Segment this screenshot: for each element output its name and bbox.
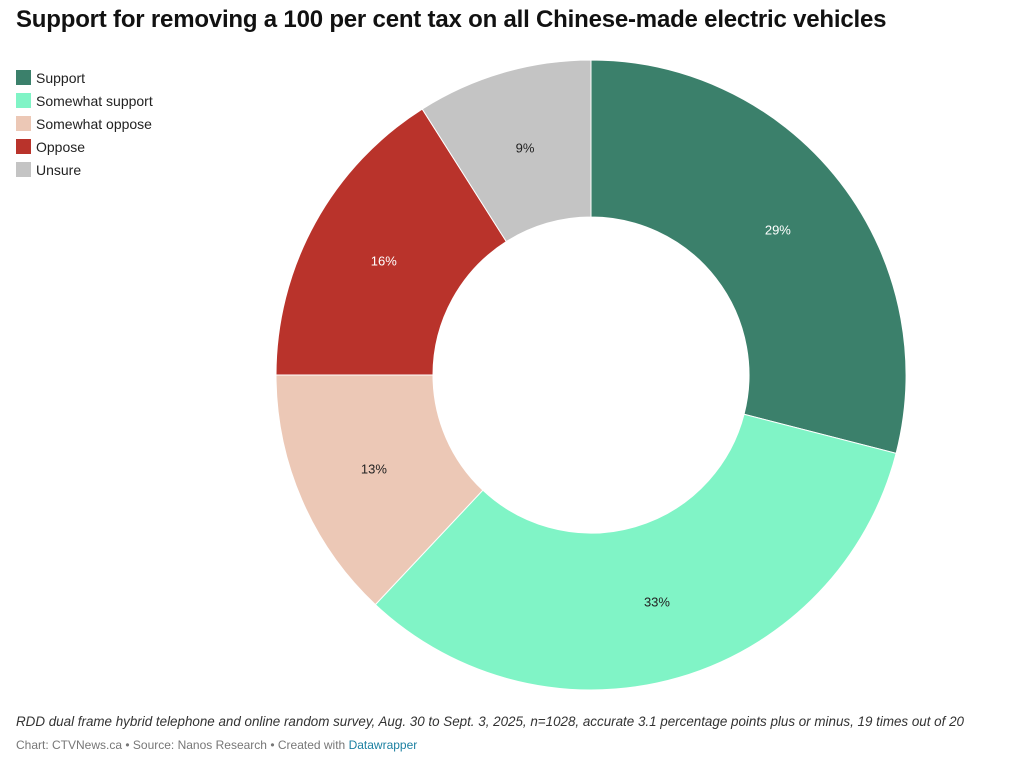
donut-slice-somewhat-support xyxy=(374,413,897,691)
created-with-label: Created with xyxy=(277,738,349,752)
donut-labels: 29% 33% 13% 16% 9% xyxy=(361,140,791,609)
legend-swatch xyxy=(16,162,31,177)
legend-label: Oppose xyxy=(36,138,86,155)
legend-swatch xyxy=(16,70,31,85)
source-credit: Source: Nanos Research xyxy=(132,738,267,752)
chart-footer: Chart: CTVNews.ca • Source: Nanos Resear… xyxy=(16,738,417,752)
slice-value-label: 16% xyxy=(371,254,397,269)
donut-slice-oppose xyxy=(275,108,508,376)
footer-separator: • xyxy=(266,738,278,752)
legend-swatch xyxy=(16,93,31,108)
chart-title: Support for removing a 100 per cent tax … xyxy=(16,6,887,33)
slice-value-label: 29% xyxy=(765,223,791,238)
datawrapper-link[interactable]: Datawrapper xyxy=(348,738,418,752)
donut-slice-somewhat-oppose xyxy=(275,374,484,606)
legend-item: Support xyxy=(16,66,153,89)
legend-label: Unsure xyxy=(36,161,82,178)
legend-item: Unsure xyxy=(16,158,153,181)
legend-item: Somewhat support xyxy=(16,89,153,112)
chart-notes: RDD dual frame hybrid telephone and onli… xyxy=(16,714,964,729)
legend-label: Support xyxy=(36,69,86,86)
legend-item: Oppose xyxy=(16,135,153,158)
legend-label: Somewhat support xyxy=(36,92,153,109)
legend-swatch xyxy=(16,116,31,131)
chart-legend: Support Somewhat support Somewhat oppose Op… xyxy=(16,66,153,181)
legend-swatch xyxy=(16,139,31,154)
donut-slices xyxy=(275,59,907,691)
slice-value-label: 13% xyxy=(361,461,387,476)
chart-credit: Chart: CTVNews.ca xyxy=(16,738,123,752)
donut-slice-support xyxy=(590,59,907,454)
footer-separator: • xyxy=(122,738,133,752)
donut-slice-unsure xyxy=(421,59,592,243)
slice-value-label: 9% xyxy=(516,140,535,155)
legend-item: Somewhat oppose xyxy=(16,112,153,135)
legend-label: Somewhat oppose xyxy=(36,115,152,132)
slice-value-label: 33% xyxy=(644,595,670,610)
